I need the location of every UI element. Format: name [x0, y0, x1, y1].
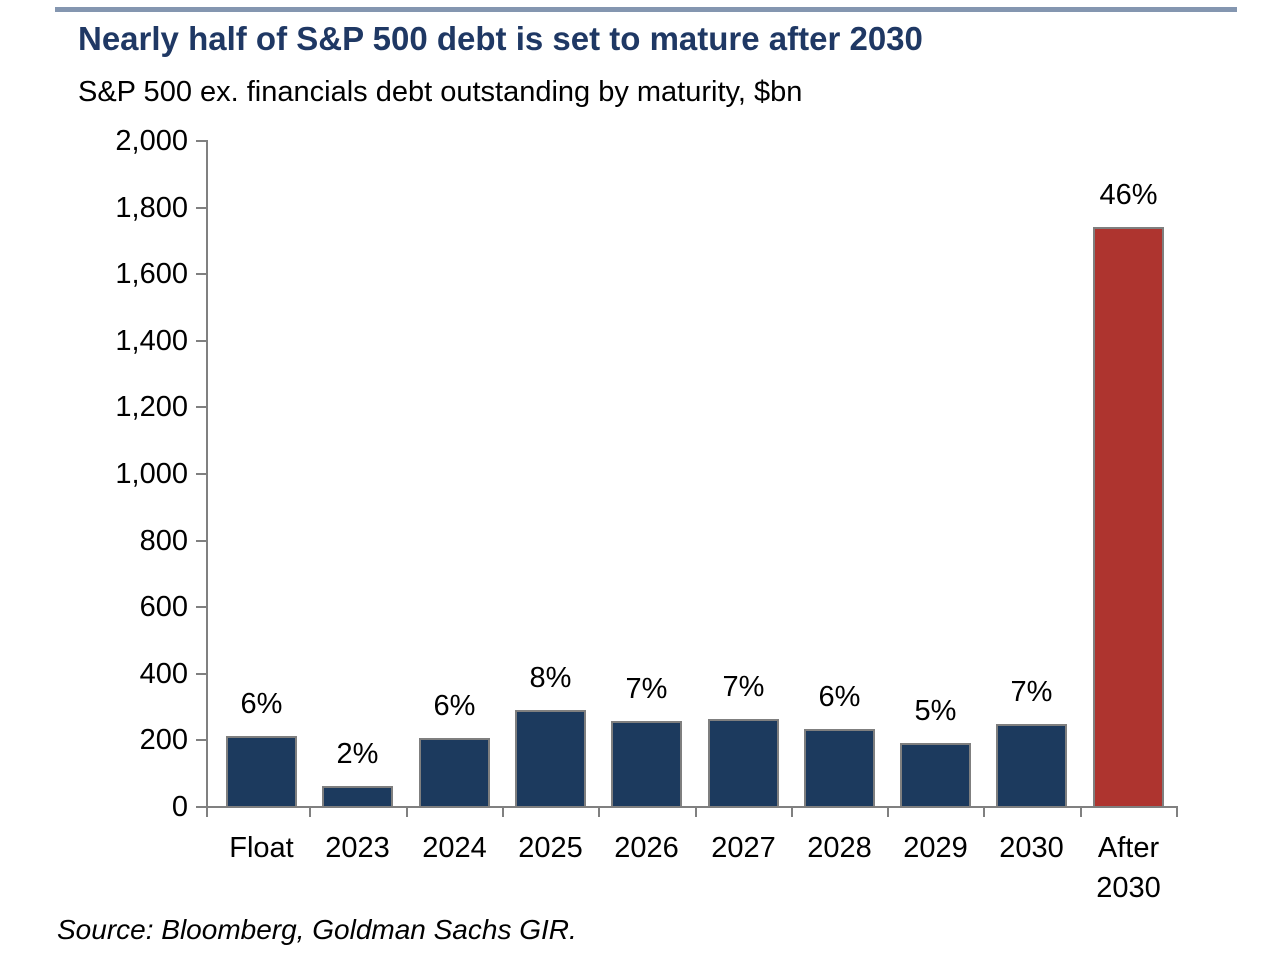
bar-value-label: 7% [722, 671, 765, 703]
bar-value-label: 6% [240, 688, 283, 720]
y-tick [196, 340, 206, 342]
y-tick [196, 806, 206, 808]
bar [322, 786, 393, 808]
bar-value-label: 8% [529, 662, 572, 694]
x-tick-label: 2023 [325, 832, 390, 864]
x-tick-label: 2024 [422, 832, 487, 864]
x-tick [502, 808, 504, 817]
y-tick-label: 1,600 [115, 258, 188, 290]
x-tick [695, 808, 697, 817]
x-tick [983, 808, 985, 817]
source-note: Source: Bloomberg, Goldman Sachs GIR. [57, 914, 577, 945]
x-tick-label: 2027 [711, 832, 776, 864]
x-tick-label: 2025 [518, 832, 583, 864]
y-tick [196, 473, 206, 475]
y-tick-label: 1,400 [115, 325, 188, 357]
x-tick [206, 808, 208, 817]
chart-title: Nearly half of S&P 500 debt is set to ma… [78, 20, 923, 57]
chart-subtitle: S&P 500 ex. financials debt outstanding … [78, 76, 803, 108]
top-rule [55, 7, 1237, 12]
bar-value-label: 46% [1099, 179, 1158, 211]
bar [611, 721, 682, 808]
y-tick-label: 0 [171, 791, 188, 823]
y-tick-label: 2,000 [115, 125, 188, 157]
y-tick-label: 400 [139, 658, 188, 690]
x-tick-label: 2028 [807, 832, 872, 864]
bar [804, 729, 875, 808]
x-tick-label: Float [229, 832, 294, 864]
y-tick-label: 1,200 [115, 391, 188, 423]
bar-value-label: 5% [914, 695, 957, 727]
y-tick [196, 273, 206, 275]
x-tick [406, 808, 408, 817]
y-tick-label: 200 [139, 724, 188, 756]
bar [226, 736, 297, 808]
x-tick [791, 808, 793, 817]
x-tick [309, 808, 311, 817]
y-tick-label: 1,800 [115, 192, 188, 224]
x-tick [1176, 808, 1178, 817]
bar [419, 738, 490, 808]
y-tick [196, 540, 206, 542]
bar-value-label: 7% [625, 673, 668, 705]
x-tick-label: 2026 [614, 832, 679, 864]
x-tick-label: After 2030 [1096, 832, 1161, 904]
bar [515, 710, 586, 808]
y-axis-line [206, 140, 208, 808]
x-tick [1080, 808, 1082, 817]
bar-value-label: 2% [336, 738, 379, 770]
y-tick [196, 739, 206, 741]
y-tick-label: 1,000 [115, 458, 188, 490]
bar-value-label: 7% [1010, 676, 1053, 708]
bar [900, 743, 971, 808]
x-tick-label: 2029 [903, 832, 968, 864]
y-tick [196, 207, 206, 209]
y-tick [196, 606, 206, 608]
x-tick-label: 2030 [999, 832, 1064, 864]
bar-value-label: 6% [433, 690, 476, 722]
x-tick [598, 808, 600, 817]
bar [996, 724, 1067, 808]
y-tick-label: 600 [139, 591, 188, 623]
bar-value-label: 6% [818, 681, 861, 713]
x-tick [887, 808, 889, 817]
x-axis-line [206, 806, 1178, 808]
y-tick [196, 406, 206, 408]
bar-highlight [1093, 227, 1164, 808]
y-tick [196, 673, 206, 675]
y-tick [196, 140, 206, 142]
bar [708, 719, 779, 808]
y-tick-label: 800 [139, 525, 188, 557]
